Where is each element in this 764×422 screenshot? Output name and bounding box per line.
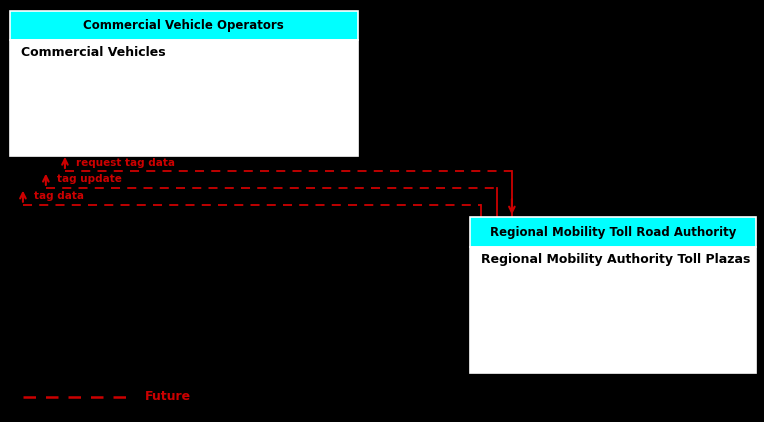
Text: Commercial Vehicle Operators: Commercial Vehicle Operators xyxy=(83,19,284,32)
Text: tag data: tag data xyxy=(34,191,84,201)
Text: Future: Future xyxy=(145,390,191,403)
Bar xyxy=(470,247,756,373)
Bar xyxy=(10,11,358,40)
Text: Commercial Vehicles: Commercial Vehicles xyxy=(21,46,166,60)
Text: tag update: tag update xyxy=(57,174,122,184)
Text: Regional Mobility Toll Road Authority: Regional Mobility Toll Road Authority xyxy=(490,226,736,238)
Text: Regional Mobility Authority Toll Plazas: Regional Mobility Authority Toll Plazas xyxy=(481,253,751,266)
Bar xyxy=(10,40,358,156)
Text: request tag data: request tag data xyxy=(76,157,176,168)
Bar xyxy=(470,217,756,247)
